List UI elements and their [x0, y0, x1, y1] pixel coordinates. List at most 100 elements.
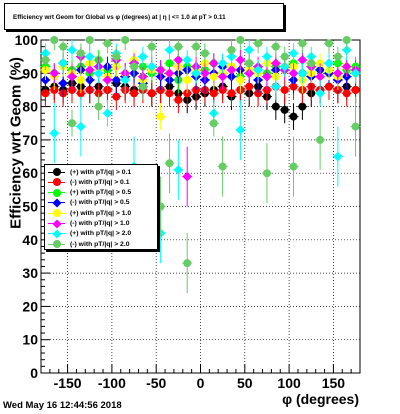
x-tick-label: 0 — [197, 375, 205, 391]
data-point — [271, 58, 281, 69]
y-tick-label: 30 — [22, 265, 38, 281]
data-point — [307, 59, 316, 68]
data-point — [315, 71, 325, 82]
data-point — [333, 52, 342, 61]
data-point — [84, 75, 95, 85]
data-point — [85, 36, 94, 44]
y-axis-label: Efficiency wrt Geom (%) — [7, 57, 25, 229]
data-point — [351, 122, 360, 131]
data-point — [192, 42, 201, 51]
data-point — [102, 75, 113, 85]
legend-marker — [48, 167, 65, 177]
data-point — [218, 162, 227, 171]
data-point — [208, 58, 219, 69]
data-point — [182, 55, 193, 65]
data-point — [297, 68, 308, 79]
data-point — [76, 121, 86, 132]
data-point — [298, 102, 307, 111]
x-tick-label: -100 — [98, 375, 126, 391]
data-point — [315, 88, 325, 99]
legend-marker — [48, 198, 65, 208]
data-point — [200, 49, 209, 58]
data-point — [147, 42, 156, 51]
axes: -150 -100 -50 0 50 100 150 0 10 20 30 40 50 60 70 80 90 1… — [15, 32, 361, 391]
data-point — [289, 162, 298, 171]
x-tick-label: 150 — [322, 375, 346, 391]
data-point — [341, 71, 352, 82]
data-point — [111, 75, 122, 85]
data-point — [209, 89, 218, 98]
x-tick-label: 100 — [277, 375, 301, 391]
data-point — [262, 51, 272, 62]
data-point — [182, 171, 193, 182]
x-tick-label: 50 — [237, 375, 253, 391]
y-tick-label: 50 — [22, 199, 38, 215]
data-point — [146, 61, 157, 72]
legend-label: (-) with pT/|q| > 2.0 — [70, 240, 130, 248]
data-point — [50, 36, 59, 44]
data-point — [173, 165, 184, 175]
legend-marker — [48, 177, 65, 187]
data-point — [164, 45, 175, 55]
legend-marker — [48, 188, 65, 198]
y-tick-label: 20 — [22, 298, 38, 314]
data-point — [121, 36, 130, 44]
data-point — [94, 102, 103, 111]
legend-marker — [48, 218, 65, 229]
data-point — [298, 39, 307, 48]
data-point — [112, 52, 121, 61]
data-point — [342, 89, 351, 98]
data-point — [191, 68, 201, 79]
data-point — [156, 202, 165, 211]
data-point — [49, 128, 60, 139]
data-point — [226, 65, 237, 75]
legend: (+) with pT/|q| > 0.1 (-) with pT/|q| > 0… — [44, 164, 158, 250]
data-point — [253, 65, 263, 75]
data-point — [245, 82, 254, 91]
data-point — [40, 75, 51, 85]
data-point — [316, 135, 325, 144]
data-point — [236, 75, 245, 84]
legend-label: (-) with pT/|q| > 0.5 — [70, 199, 130, 207]
data-point — [271, 42, 280, 51]
legend-entry: (-) with pT/|q| > 0.1 — [48, 177, 130, 187]
data-point — [324, 82, 333, 91]
data-point — [324, 39, 333, 48]
x-axis-label: φ (degrees) — [282, 391, 359, 407]
data-point — [350, 68, 361, 79]
data-point — [209, 72, 218, 81]
legend-entry: (+) with pT/|q| > 0.5 — [48, 188, 131, 198]
data-point — [297, 55, 308, 65]
data-point — [217, 71, 228, 82]
data-point — [271, 102, 280, 111]
data-point — [217, 58, 228, 69]
legend-entry: (-) with pT/|q| > 0.5 — [48, 198, 130, 208]
legend-marker — [48, 229, 65, 239]
data-point — [235, 55, 246, 65]
data-point — [288, 68, 299, 79]
legend-entry: (+) with pT/|q| > 2.0 — [48, 229, 131, 239]
data-point — [244, 45, 255, 55]
data-point — [262, 169, 271, 178]
data-point — [174, 42, 183, 51]
data-point — [76, 49, 85, 58]
data-point — [254, 39, 263, 48]
data-point — [102, 108, 113, 119]
data-point — [58, 58, 68, 69]
data-point — [183, 259, 192, 268]
data-point — [173, 55, 184, 65]
data-point — [58, 78, 68, 89]
data-point — [68, 119, 77, 128]
timestamp: Wed May 16 12:44:56 2018 — [3, 400, 122, 411]
series-8 — [40, 36, 361, 294]
data-point — [174, 95, 183, 104]
data-point — [280, 52, 289, 61]
series-7 — [40, 40, 361, 264]
data-point — [112, 92, 121, 101]
y-tick-label: 0 — [30, 365, 38, 381]
legend-label: (-) with pT/|q| > 0.1 — [70, 178, 130, 186]
data-point — [209, 119, 218, 128]
y-tick-label: 40 — [22, 232, 38, 248]
data-point — [341, 61, 352, 72]
